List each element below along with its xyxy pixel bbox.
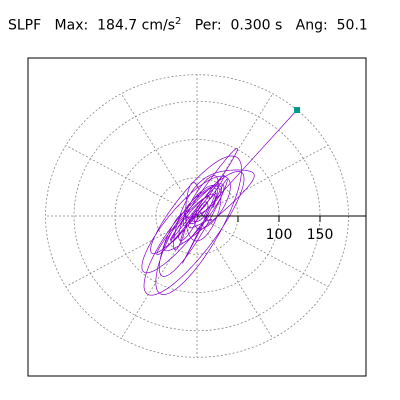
angle-grid-spoke xyxy=(196,215,274,339)
max-unit-exponent: 2 xyxy=(175,16,182,27)
filter-label: SLPF xyxy=(8,17,42,34)
max-label: Max: xyxy=(54,17,89,34)
chart-title: SLPF Max: 184.7 cm/s2 Per: 0.300 s Ang: … xyxy=(8,16,368,34)
angle-grid-spoke xyxy=(196,145,329,217)
orbit-trace xyxy=(141,109,298,296)
peak-marker xyxy=(294,107,301,114)
angle-grid-spoke xyxy=(65,215,198,287)
max-unit: cm/s xyxy=(141,17,176,34)
max-value: 184.7 xyxy=(97,17,138,34)
angle-label: Ang: xyxy=(295,17,328,34)
period-label: Per: xyxy=(194,17,222,34)
angle-grid-spoke xyxy=(120,93,198,217)
period-value: 0.300 s xyxy=(230,17,283,34)
angle-grid-spoke xyxy=(120,215,198,339)
plot-frame xyxy=(27,57,367,377)
angle-value: 50.1 xyxy=(336,17,368,34)
angle-grid-spoke xyxy=(196,215,329,287)
angle-grid-spoke xyxy=(65,145,198,217)
x-tick-label: 150 xyxy=(307,227,334,243)
x-tick-label: 100 xyxy=(266,227,293,243)
